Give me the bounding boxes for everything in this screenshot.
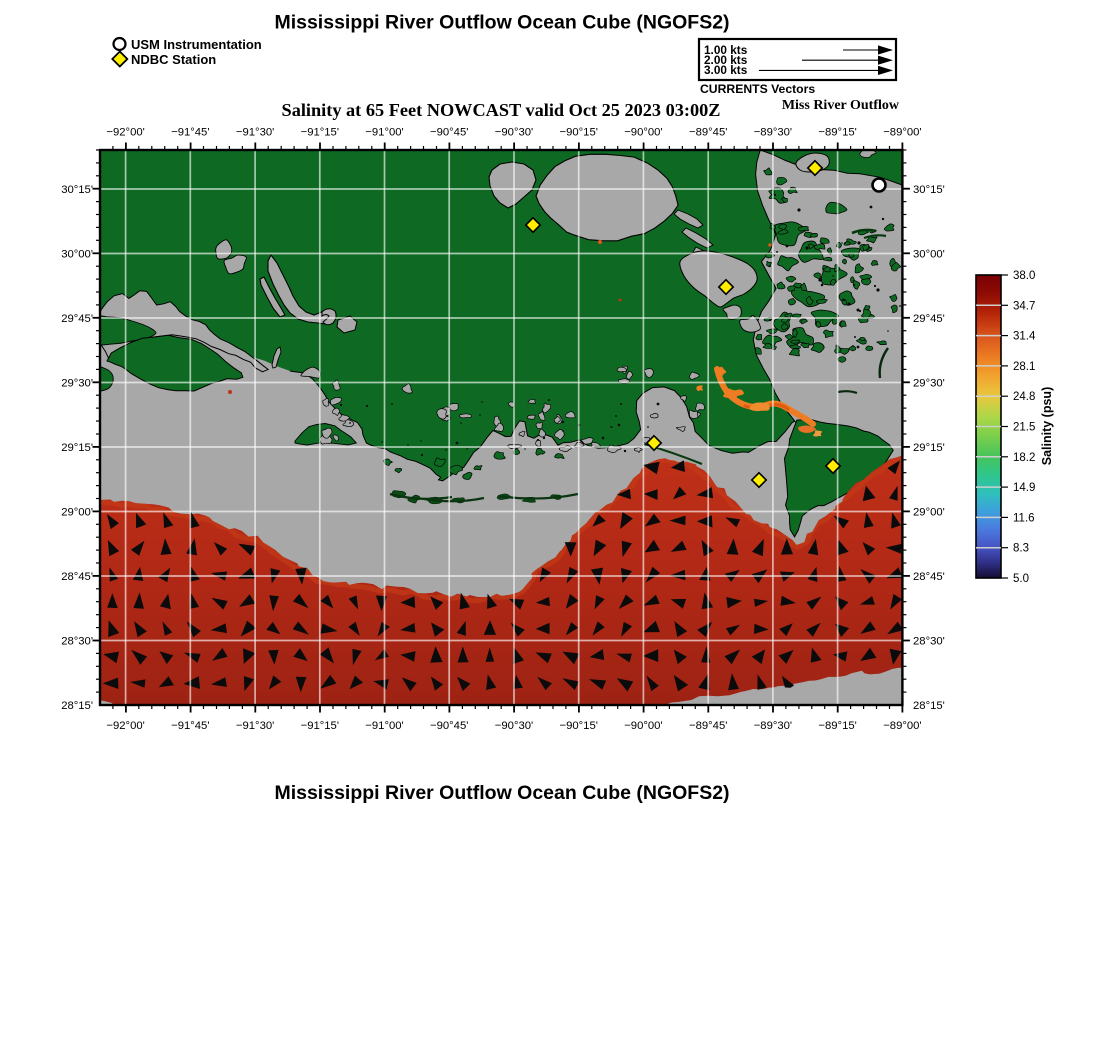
svg-text:29°15': 29°15' xyxy=(61,442,93,454)
svg-text:28°15': 28°15' xyxy=(913,700,945,712)
svg-text:Mississippi River Outflow Ocea: Mississippi River Outflow Ocean Cube (NG… xyxy=(274,782,729,804)
svg-text:−89°15': −89°15' xyxy=(818,720,856,732)
svg-text:−89°15': −89°15' xyxy=(818,127,856,139)
svg-text:1.00 kts: 1.00 kts xyxy=(704,43,748,57)
svg-text:Salinity at 65 Feet NOWCAST va: Salinity at 65 Feet NOWCAST valid Oct 25… xyxy=(282,100,721,120)
svg-text:5.0: 5.0 xyxy=(1013,573,1029,585)
svg-text:31.4: 31.4 xyxy=(1013,331,1036,343)
svg-text:11.6: 11.6 xyxy=(1013,512,1035,524)
svg-text:−91°00': −91°00' xyxy=(365,127,403,139)
svg-text:8.3: 8.3 xyxy=(1013,543,1029,555)
svg-text:30°00': 30°00' xyxy=(61,249,93,261)
svg-text:21.5: 21.5 xyxy=(1013,422,1035,434)
svg-text:29°30': 29°30' xyxy=(61,378,93,390)
svg-text:−90°15': −90°15' xyxy=(559,127,597,139)
svg-text:−91°30': −91°30' xyxy=(236,127,274,139)
svg-text:−91°30': −91°30' xyxy=(236,720,274,732)
svg-text:−91°15': −91°15' xyxy=(301,127,339,139)
svg-text:28°30': 28°30' xyxy=(913,636,945,648)
svg-text:29°45': 29°45' xyxy=(61,313,93,325)
svg-text:−90°45': −90°45' xyxy=(430,720,468,732)
svg-text:30°15': 30°15' xyxy=(913,184,945,196)
svg-text:USM Instrumentation: USM Instrumentation xyxy=(131,37,262,52)
svg-text:30°00': 30°00' xyxy=(913,249,945,261)
svg-text:3.00 kts: 3.00 kts xyxy=(704,63,748,77)
svg-text:−92°00': −92°00' xyxy=(106,720,144,732)
svg-text:30°15': 30°15' xyxy=(61,184,93,196)
svg-text:−90°00': −90°00' xyxy=(624,127,662,139)
svg-text:14.9: 14.9 xyxy=(1013,482,1035,494)
svg-text:NDBC Station: NDBC Station xyxy=(131,52,216,67)
svg-text:−89°45': −89°45' xyxy=(689,720,727,732)
svg-text:28°45': 28°45' xyxy=(913,571,945,583)
svg-text:18.2: 18.2 xyxy=(1013,452,1035,464)
svg-text:28°30': 28°30' xyxy=(61,636,93,648)
svg-text:−89°30': −89°30' xyxy=(754,127,792,139)
svg-text:−90°45': −90°45' xyxy=(430,127,468,139)
svg-text:28.1: 28.1 xyxy=(1013,361,1035,373)
svg-text:29°30': 29°30' xyxy=(913,378,945,390)
svg-text:−91°00': −91°00' xyxy=(365,720,403,732)
svg-text:29°15': 29°15' xyxy=(913,442,945,454)
svg-text:−89°00': −89°00' xyxy=(883,127,921,139)
svg-text:CURRENTS Vectors: CURRENTS Vectors xyxy=(700,82,815,96)
svg-text:2.00 kts: 2.00 kts xyxy=(704,53,748,67)
svg-text:−89°45': −89°45' xyxy=(689,127,727,139)
svg-text:29°45': 29°45' xyxy=(913,313,945,325)
svg-text:−92°00': −92°00' xyxy=(106,127,144,139)
svg-text:29°00': 29°00' xyxy=(913,507,945,519)
svg-text:Salinity (psu): Salinity (psu) xyxy=(1040,387,1054,465)
svg-text:−90°30': −90°30' xyxy=(495,720,533,732)
svg-text:−90°00': −90°00' xyxy=(624,720,662,732)
svg-text:28°15': 28°15' xyxy=(61,700,93,712)
svg-text:−90°30': −90°30' xyxy=(495,127,533,139)
svg-text:34.7: 34.7 xyxy=(1013,300,1035,312)
svg-text:−89°00': −89°00' xyxy=(883,720,921,732)
svg-text:−91°45': −91°45' xyxy=(171,720,209,732)
svg-text:Mississippi River Outflow Ocea: Mississippi River Outflow Ocean Cube (NG… xyxy=(274,12,729,34)
svg-text:−91°15': −91°15' xyxy=(301,720,339,732)
svg-text:Miss River Outflow: Miss River Outflow xyxy=(782,98,900,113)
svg-text:−91°45': −91°45' xyxy=(171,127,209,139)
svg-text:29°00': 29°00' xyxy=(61,507,93,519)
svg-text:−89°30': −89°30' xyxy=(754,720,792,732)
svg-text:−90°15': −90°15' xyxy=(559,720,597,732)
svg-text:38.0: 38.0 xyxy=(1013,270,1035,282)
svg-text:28°45': 28°45' xyxy=(61,571,93,583)
svg-text:24.8: 24.8 xyxy=(1013,391,1035,403)
